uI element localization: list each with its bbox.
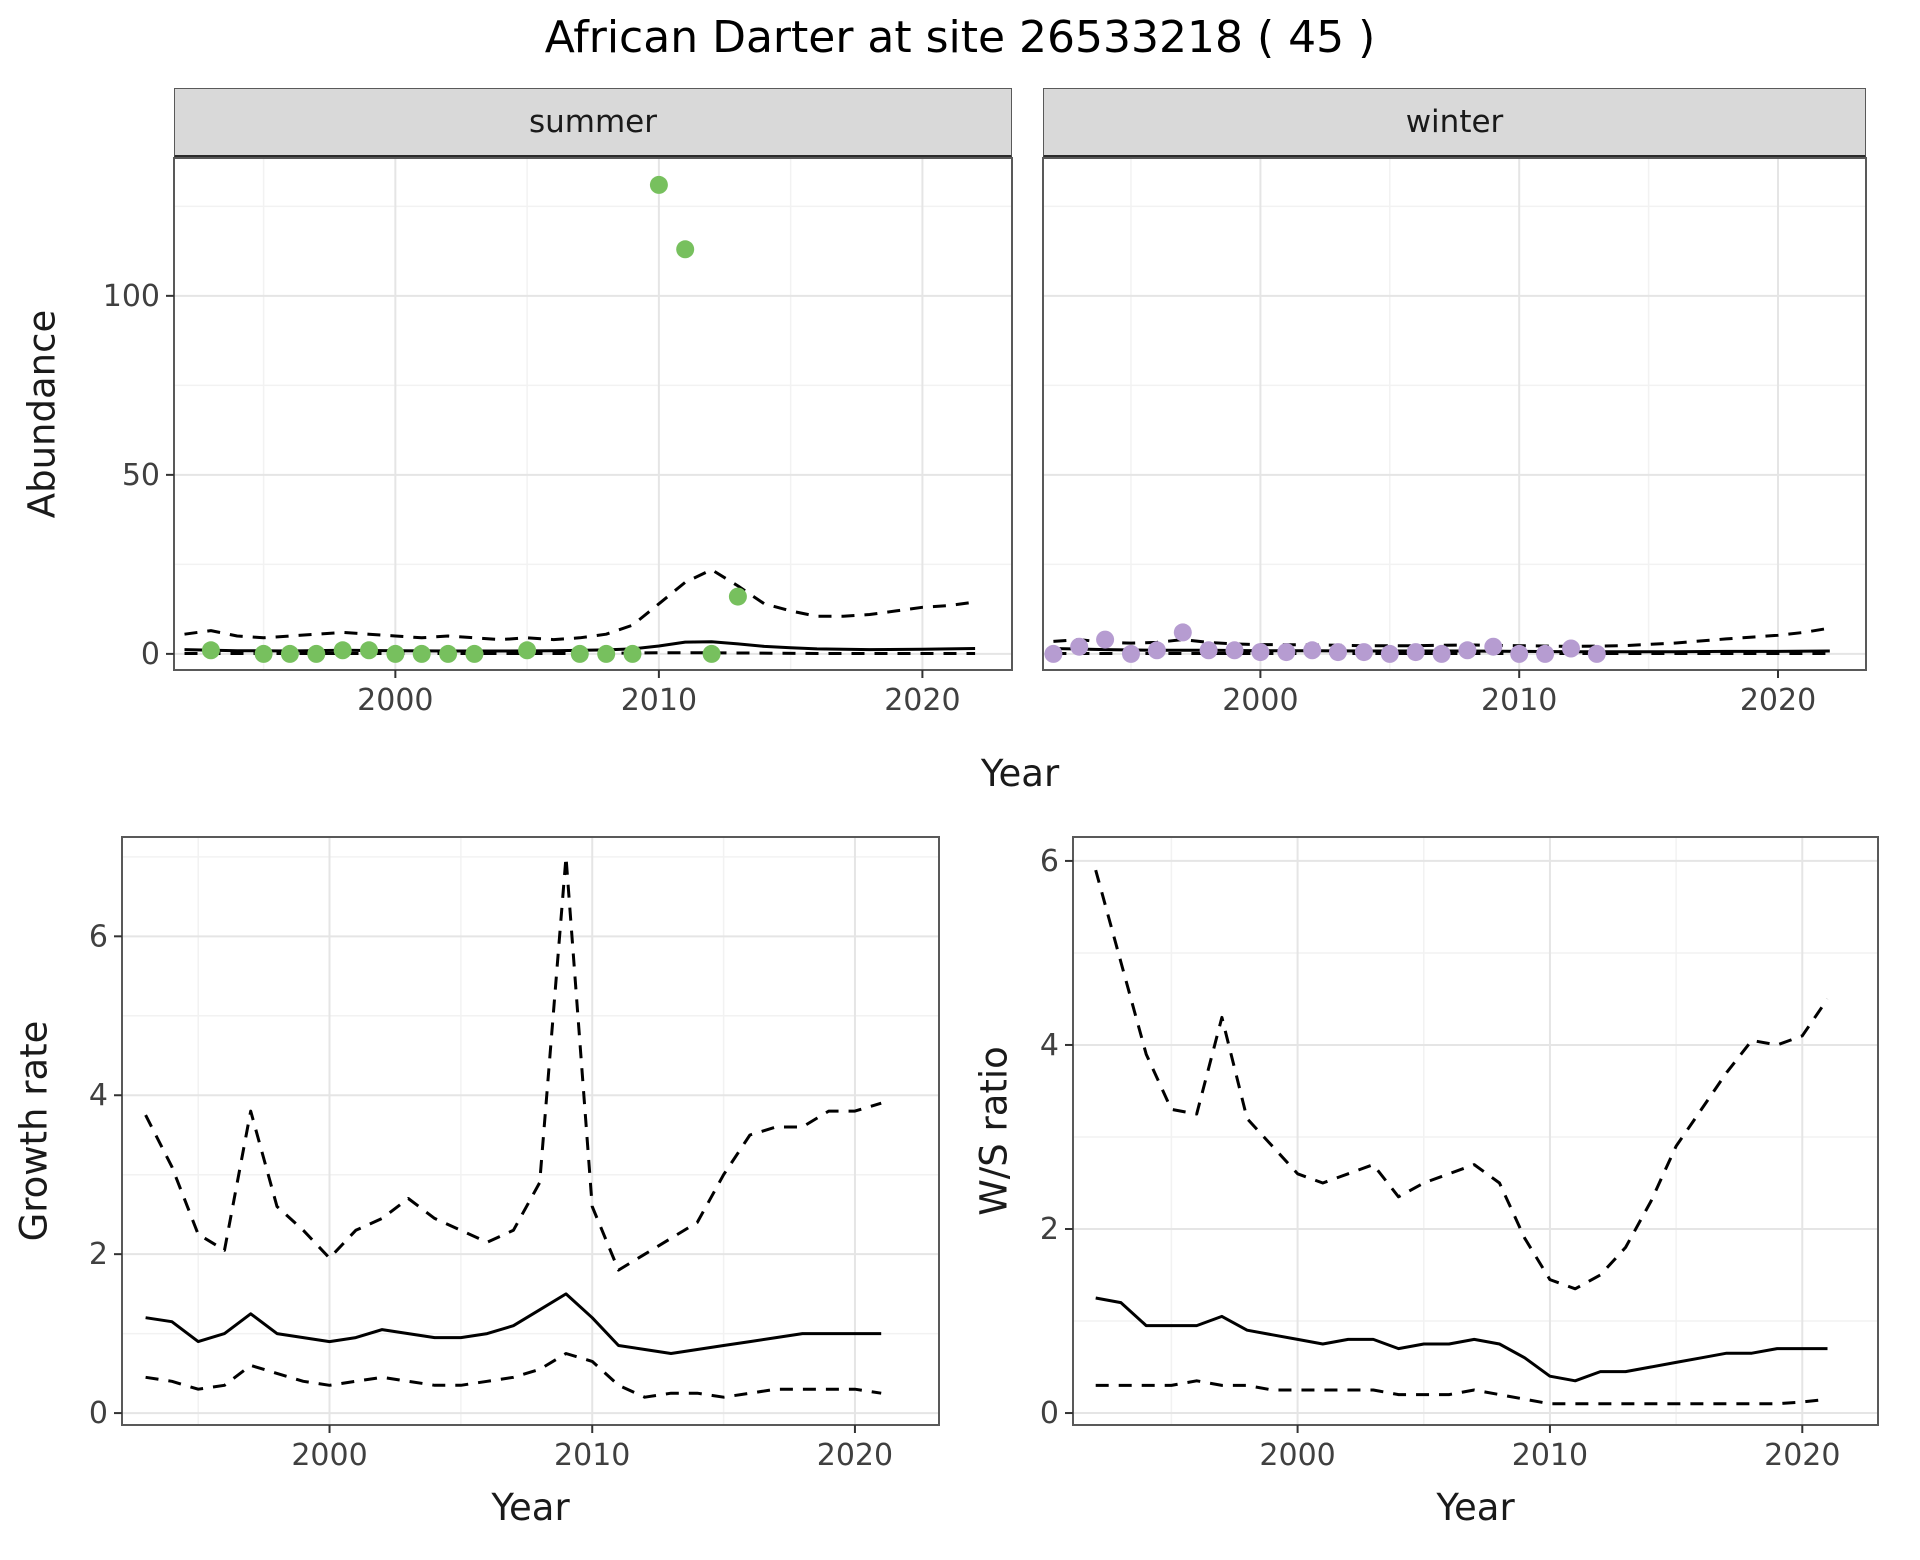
y-axis-title-abundance: Abundance [20, 309, 64, 519]
abundance-winter-plot: 2000 2010 2020 [1042, 157, 1867, 718]
ws-ratio-plot: 2000 2010 2020 0 2 4 6 [1040, 836, 1879, 1473]
svg-text:2000: 2000 [291, 1438, 367, 1473]
svg-text:2020: 2020 [884, 683, 960, 718]
svg-text:100: 100 [103, 279, 160, 314]
svg-text:2010: 2010 [621, 683, 697, 718]
svg-text:2020: 2020 [1764, 1438, 1840, 1473]
facet-strip-summer-label: summer [528, 104, 657, 140]
svg-text:2010: 2010 [1481, 683, 1557, 718]
abundance-summer-plot: 2000 2010 2020 0 50 100 [103, 157, 1013, 718]
facet-strip-summer: summer [174, 88, 1012, 158]
svg-text:2000: 2000 [1222, 683, 1298, 718]
svg-text:2020: 2020 [1740, 683, 1816, 718]
facet-strip-winter: winter [1043, 88, 1866, 158]
svg-text:50: 50 [122, 458, 160, 493]
svg-text:0: 0 [89, 1396, 108, 1431]
svg-text:4: 4 [89, 1078, 108, 1113]
svg-text:2010: 2010 [1512, 1438, 1588, 1473]
svg-text:2010: 2010 [554, 1438, 630, 1473]
svg-text:6: 6 [89, 919, 108, 954]
facet-strip-winter-label: winter [1405, 104, 1504, 140]
growth-rate-plot: 2000 2010 2020 0 2 4 6 [89, 836, 940, 1473]
x-axis-title-bottom-left: Year [491, 1486, 570, 1529]
svg-text:2: 2 [1040, 1212, 1059, 1247]
svg-text:2: 2 [89, 1237, 108, 1272]
svg-text:0: 0 [1040, 1396, 1059, 1431]
svg-text:2000: 2000 [1259, 1438, 1335, 1473]
x-axis-title-bottom-right: Year [1436, 1486, 1515, 1529]
x-axis-title-top: Year [980, 752, 1060, 795]
svg-text:2000: 2000 [357, 683, 433, 718]
figure-title: African Darter at site 26533218 ( 45 ) [544, 12, 1376, 63]
svg-text:0: 0 [141, 637, 160, 672]
svg-text:6: 6 [1040, 844, 1059, 879]
svg-text:2020: 2020 [817, 1438, 893, 1473]
svg-text:4: 4 [1040, 1028, 1059, 1063]
